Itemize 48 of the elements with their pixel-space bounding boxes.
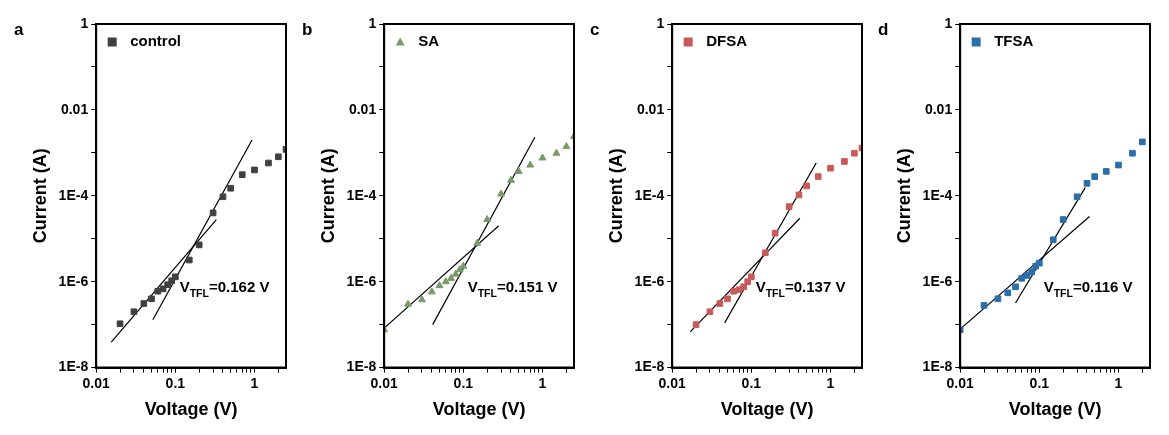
y-tick-label: 1E-4: [346, 186, 377, 203]
x-tick-label: 0.1: [165, 374, 186, 391]
y-tick-label: 1: [656, 14, 665, 31]
x-axis-title: Voltage (V): [1008, 399, 1102, 420]
y-tick-label: 1E-8: [346, 358, 377, 375]
y-tick-label: 1E-4: [922, 186, 953, 203]
y-tick-label: 1: [944, 14, 953, 31]
x-tick-label: 0.01: [370, 374, 399, 391]
x-tick-label: 0.01: [82, 374, 111, 391]
y-tick-label: 1E-6: [346, 272, 377, 289]
x-tick-label: 1: [250, 374, 259, 391]
legend-label: DFSA: [706, 32, 748, 50]
x-tick-label: 0.01: [946, 374, 975, 391]
chart-title: b: [302, 19, 313, 39]
legend-label: TFSA: [994, 32, 1034, 50]
y-axis-title: Current (A): [605, 148, 626, 244]
y-tick-label: 0.01: [348, 100, 377, 117]
y-axis-title: Current (A): [29, 148, 50, 244]
x-axis-title: Voltage (V): [720, 399, 814, 420]
y-tick-label: 1E-4: [634, 186, 665, 203]
chart-title: d: [878, 19, 889, 39]
x-tick-label: 1: [1114, 374, 1123, 391]
x-tick-label: 0.01: [658, 374, 687, 391]
y-tick-label: 1: [80, 14, 89, 31]
y-axis-title: Current (A): [893, 148, 914, 244]
y-tick-label: 1: [368, 14, 377, 31]
x-tick-label: 1: [538, 374, 547, 391]
y-tick-label: 1E-4: [58, 186, 89, 203]
y-tick-label: 1E-6: [922, 272, 953, 289]
chart-title: a: [14, 19, 24, 39]
y-axis-title: Current (A): [317, 148, 338, 244]
y-tick-label: 0.01: [636, 100, 665, 117]
y-tick-label: 1E-6: [58, 272, 89, 289]
chart-title: c: [590, 19, 600, 39]
x-axis-title: Voltage (V): [432, 399, 526, 420]
x-tick-label: 1: [826, 374, 835, 391]
x-axis-title: Voltage (V): [144, 399, 238, 420]
y-tick-label: 1E-8: [922, 358, 953, 375]
x-tick-label: 0.1: [741, 374, 762, 391]
x-tick-label: 0.1: [453, 374, 474, 391]
y-tick-label: 1E-8: [58, 358, 89, 375]
y-tick-label: 0.01: [60, 100, 89, 117]
y-tick-label: 1E-6: [634, 272, 665, 289]
x-tick-label: 0.1: [1029, 374, 1050, 391]
y-tick-label: 0.01: [924, 100, 953, 117]
legend-label: SA: [418, 32, 440, 50]
y-tick-label: 1E-8: [634, 358, 665, 375]
legend-label: control: [130, 32, 182, 50]
